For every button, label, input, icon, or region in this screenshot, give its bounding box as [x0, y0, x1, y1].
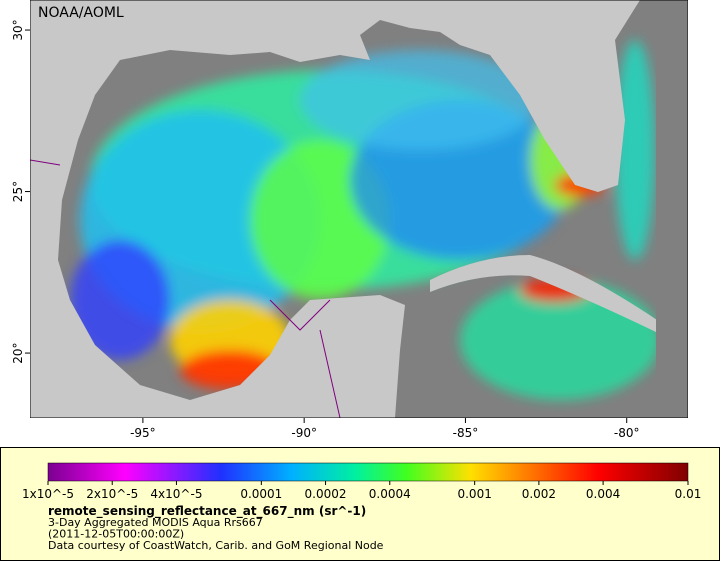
colorbar-tick-label: 4x10^-5 — [150, 487, 202, 501]
colorbar — [47, 462, 689, 482]
legend-line: (2011-12-05T00:00:00Z) — [48, 528, 184, 541]
legend-line: Data courtesy of CoastWatch, Carib. and … — [48, 539, 384, 552]
colorbar-tick-label: 0.004 — [586, 487, 620, 501]
no-data-strip — [656, 0, 688, 418]
colorbar-tick-label: 2x10^-5 — [86, 487, 138, 501]
x-tick-label: -85° — [453, 426, 479, 440]
colorbar-tick-label: 0.002 — [522, 487, 556, 501]
borders — [30, 159, 341, 418]
x-tick-label: -95° — [130, 426, 156, 440]
colorbar-tick-label: 0.01 — [675, 487, 702, 501]
variable-name: remote_sensing_reflectance_at_667_nm (sr… — [48, 504, 366, 519]
legend-line: 3-Day Aggregated MODIS Aqua Rrs667 — [48, 516, 263, 529]
reflectance-field — [70, 40, 660, 400]
colorbar-tick-label: 0.0002 — [305, 487, 347, 501]
colorbar-tick-label: 1x10^-5 — [22, 487, 74, 501]
land — [30, 0, 640, 418]
x-tick-label: -90° — [291, 426, 317, 440]
map — [30, 0, 688, 418]
colorbar-tick-label: 0.0004 — [369, 487, 411, 501]
x-tick-label: -80° — [614, 426, 640, 440]
colorbar-tick-label: 0.0001 — [240, 487, 282, 501]
map-credit: NOAA/AOML — [38, 5, 124, 21]
y-tick-label: 20° — [11, 342, 25, 363]
legend-lines: 3-Day Aggregated MODIS Aqua Rrs667(2011-… — [48, 516, 384, 552]
cuba — [430, 255, 660, 334]
y-tick-label: 30° — [11, 19, 25, 40]
colorbar-tick-label: 0.001 — [457, 487, 491, 501]
y-tick-label: 25° — [11, 181, 25, 202]
